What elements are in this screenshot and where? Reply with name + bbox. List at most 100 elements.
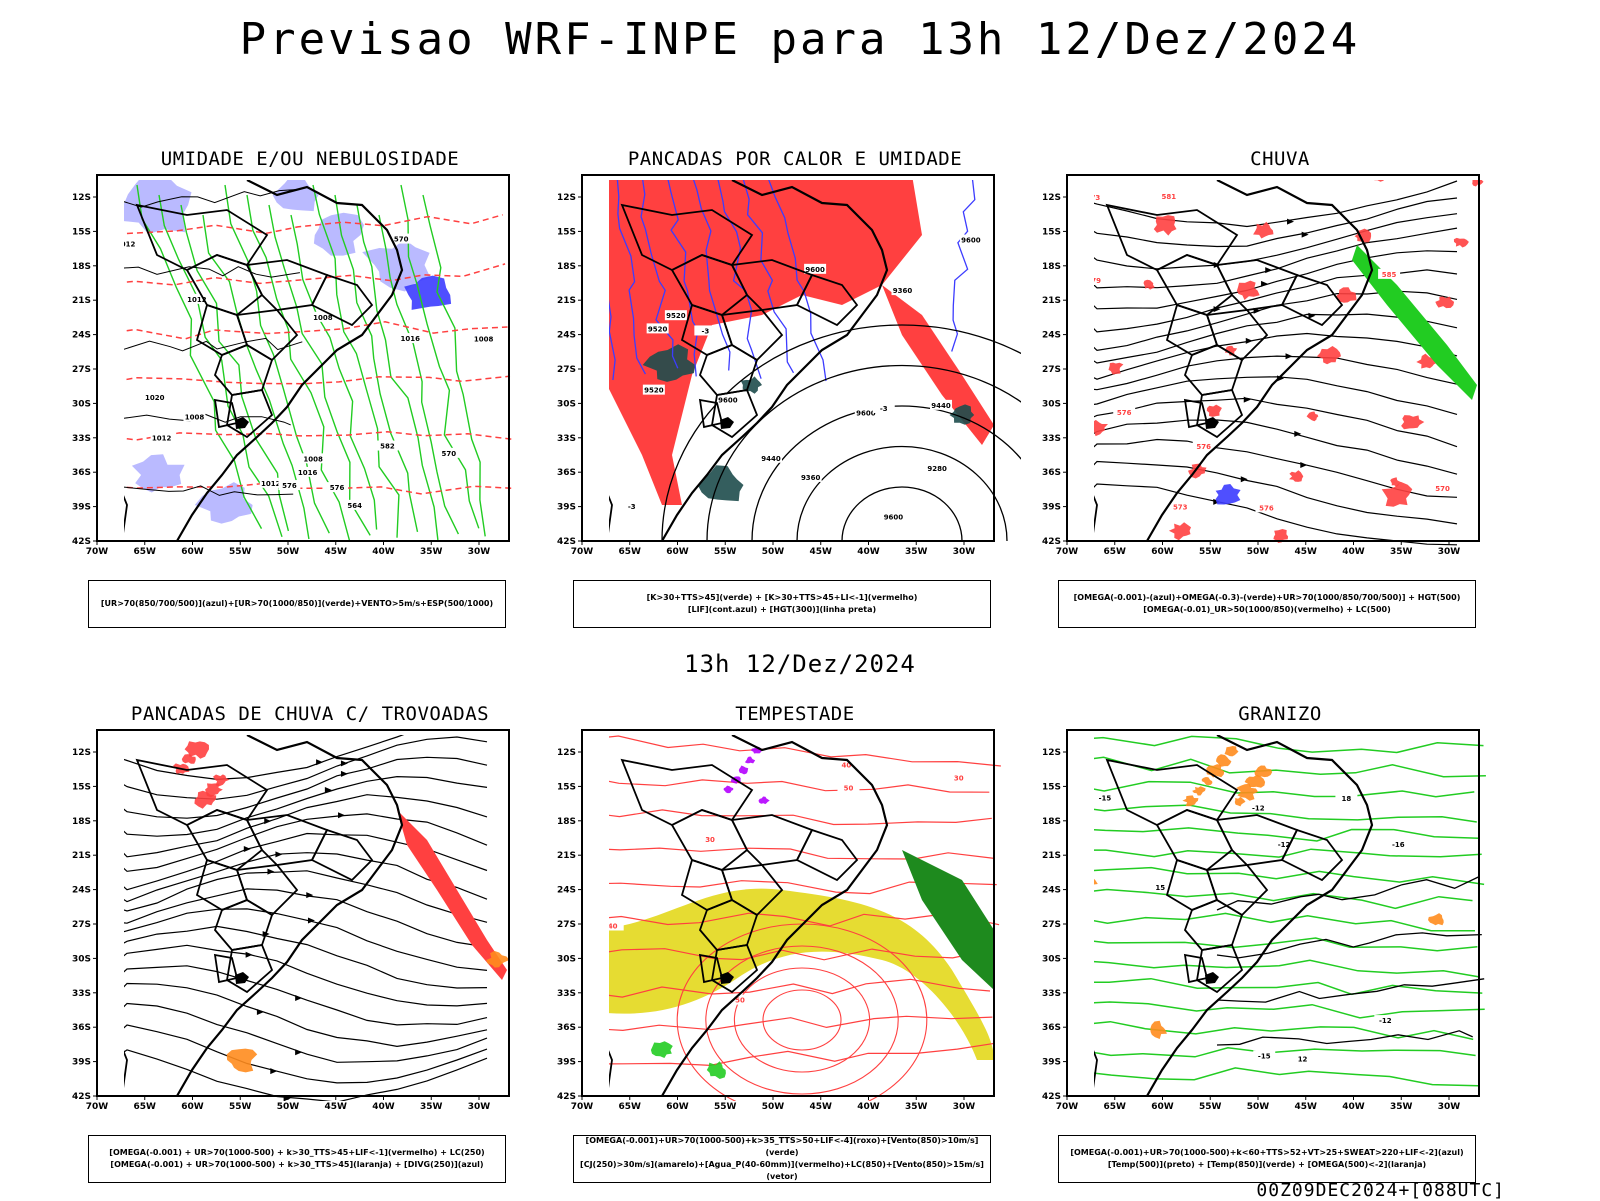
contour-label-bg: [150, 432, 173, 443]
contour-label-bg: [646, 323, 669, 334]
lon-label: 45W: [325, 547, 348, 557]
contour-label: -16: [1392, 841, 1405, 849]
state-border: [1215, 259, 1299, 311]
thunder-orange: [486, 950, 510, 968]
streamline: [1094, 376, 1458, 415]
lon-label: 60W: [1151, 1102, 1174, 1112]
contour-label: 9600: [718, 396, 738, 404]
lat-label: 30S: [1042, 954, 1061, 964]
panel-pancadas-calor: PANCADAS POR CALOR E UMIDADE 9600 9600 960…: [555, 148, 1035, 638]
contour-label-bg: [799, 471, 822, 482]
lon-label: 50W: [1247, 1102, 1270, 1112]
streamline-arrow: [1294, 430, 1302, 437]
contour-label-bg: [1192, 440, 1215, 451]
contour-label: 40: [608, 922, 618, 930]
humid-area: [697, 465, 744, 502]
andes-coast: [1094, 1050, 1098, 1089]
legend-line: [LIF](cont.azul) + [HGT(300)](linha pret…: [687, 605, 877, 614]
lon-label: 50W: [277, 1102, 300, 1112]
streamline-ring: [733, 967, 871, 1073]
rain-cell: [1453, 237, 1469, 248]
wind-cell: [706, 1061, 726, 1079]
streamline-arrow: [275, 851, 283, 858]
omega-area: [1428, 913, 1444, 926]
contour-label-bg: [642, 384, 665, 395]
contour-label-bg: [1431, 482, 1454, 493]
lat-label: 15S: [557, 227, 576, 237]
lat-label: 24S: [1042, 886, 1061, 896]
map-content: 585 576 573 576 579 570 573 576 581: [1094, 180, 1484, 546]
streamline: [124, 925, 488, 989]
humidity-core: [404, 275, 452, 310]
map-umidade: 1012 1008 1008 1012 1008 1012 1016 1020 1016 1012…: [72, 174, 515, 557]
contour-label-bg: [1253, 1050, 1276, 1061]
pressure-contour: [124, 266, 300, 278]
lon-label: 40W: [1342, 547, 1365, 557]
rain-cell: [1236, 280, 1260, 300]
rain-cell: [1317, 346, 1341, 365]
contour-label-bg: [760, 452, 783, 463]
lat-label: 42S: [1042, 537, 1061, 547]
contour-label: 9520: [666, 312, 686, 320]
streamline-arrow: [1265, 267, 1273, 274]
lat-label: 27S: [1042, 365, 1061, 375]
contour-label-bg: [716, 394, 739, 405]
lat-label: 30S: [557, 399, 576, 409]
contour-label: 576: [1196, 443, 1211, 451]
contour-label-bg: [1387, 839, 1410, 850]
contour-label-bg: [835, 759, 858, 770]
contour-label-bg: [1378, 268, 1401, 279]
state-border: [310, 828, 374, 882]
lif-contour: [951, 180, 976, 352]
contour-label: 9600: [856, 410, 876, 418]
streamline-arrow: [316, 759, 324, 766]
state-border: [1196, 943, 1244, 994]
contour-label-bg: [326, 482, 349, 493]
rain-cell: [1273, 529, 1289, 543]
state-border: [720, 309, 784, 362]
lon-label: 60W: [666, 1102, 689, 1112]
lat-label: 36S: [72, 1023, 91, 1033]
thunder-orange: [226, 1048, 258, 1073]
lat-label: 15S: [557, 782, 576, 792]
contour-label: 585: [1382, 271, 1397, 279]
height-contour: [796, 445, 1008, 542]
contour-label: 576: [1117, 409, 1132, 417]
legend-line: [Temp(500)](preto) + [Temp(850)](verde) …: [1107, 1160, 1427, 1169]
lat-label: 30S: [557, 954, 576, 964]
contour-label: 1008: [313, 314, 333, 322]
state-border: [235, 864, 299, 917]
streamline-ring: [705, 945, 899, 1095]
contour-label: 9600: [884, 514, 904, 522]
streamline: [1094, 419, 1458, 475]
temp850-contour: [1094, 1020, 1474, 1041]
panel-legend: [OMEGA(-0.001)+UR>70(1000-500)+k<60+TTS>…: [1058, 1135, 1476, 1183]
rain-cell: [1143, 279, 1155, 290]
storm-cell: [758, 796, 770, 805]
contour-label: -3: [628, 503, 636, 511]
heat-shower-area: [609, 180, 922, 505]
streamline: [124, 756, 488, 819]
contour-label-bg: [891, 285, 914, 296]
streamline-arrow: [1245, 337, 1253, 344]
contour-label: 9440: [931, 402, 951, 410]
contour-label: 9600: [961, 237, 981, 245]
lat-label: 12S: [1042, 748, 1061, 758]
contour-label-bg: [728, 994, 751, 1005]
lat-label: 12S: [557, 193, 576, 203]
thunder-band: [397, 810, 507, 980]
map-frame: [1066, 174, 1480, 542]
humidity-area: [362, 239, 431, 292]
streamline: [124, 944, 488, 1007]
lon-label: 35W: [420, 547, 443, 557]
contour-label-bg: [1113, 406, 1136, 417]
contour-label: 1020: [145, 394, 165, 402]
coastline: [661, 180, 889, 542]
lon-label: 65W: [1104, 547, 1127, 557]
lat-label: 30S: [1042, 399, 1061, 409]
map-content: 9600 9600 9600 9520 9520 9440 9360 9280 9360 9440…: [609, 180, 1021, 542]
lat-label: 42S: [1042, 1092, 1061, 1102]
temp850-contour: [1094, 735, 1484, 754]
contour-label: 576: [1259, 504, 1274, 512]
contour-label-bg: [143, 392, 166, 403]
